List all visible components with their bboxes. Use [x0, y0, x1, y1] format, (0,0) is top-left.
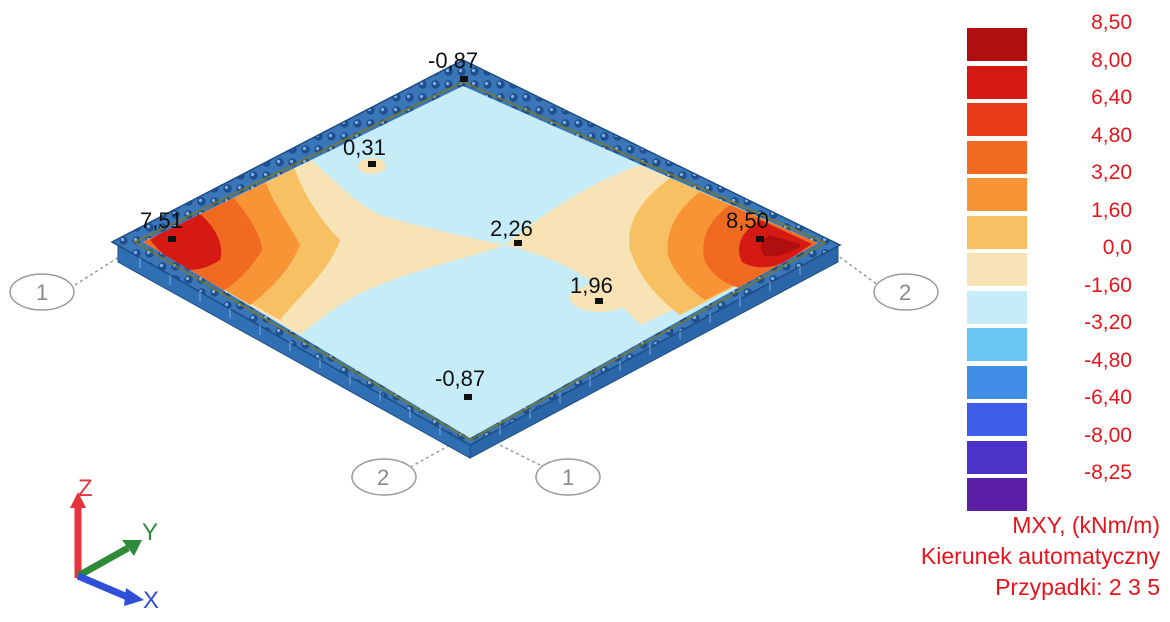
legend-swatch	[967, 65, 1027, 99]
legend-swatch	[967, 28, 1027, 61]
legend-item: 3,20	[962, 162, 1162, 216]
axis-label-x: X	[143, 587, 159, 614]
legend-item: 8,50	[962, 12, 1162, 66]
value-label-left: 7,51	[140, 208, 183, 233]
plate-outline	[133, 81, 827, 441]
value-labels: -0,87 0,31 7,51 2,26 8,50 1,96 -0,87	[140, 48, 769, 391]
legend-item: 0,0	[962, 237, 1162, 291]
legend-item: -6,40	[962, 387, 1162, 441]
svg-text:2: 2	[899, 280, 911, 305]
value-label-top: -0,87	[428, 48, 478, 73]
color-legend: 8,50 8,00 6,40 4,80 3,20 1,60 0,0 -1,60 -3,20 -4,…	[962, 12, 1162, 516]
svg-text:2: 2	[377, 465, 389, 490]
cases-label: Przypadki: 2 3 5	[995, 574, 1160, 600]
legend-label: 0,0	[1102, 236, 1132, 259]
legend-label: 4,80	[1091, 123, 1132, 147]
legend-swatch	[967, 328, 1027, 361]
legend-swatch	[967, 178, 1027, 211]
legend-item: -3,20	[962, 312, 1162, 366]
legend-label: -1,60	[1084, 273, 1132, 297]
grid-bubble-left	[9, 273, 75, 311]
legend-item: -4,80	[962, 349, 1162, 404]
legend-item: 4,80	[962, 124, 1162, 179]
value-label-right: 8,50	[726, 208, 769, 233]
legend-label: -8,00	[1084, 423, 1132, 447]
svg-text:1: 1	[562, 465, 574, 490]
legend-item: -1,60	[962, 274, 1162, 329]
axis-label-y: Y	[142, 519, 158, 546]
axis-label-z: Z	[78, 475, 93, 502]
legend-label: 1,60	[1091, 198, 1132, 222]
legend-label: 8,50	[1091, 11, 1132, 34]
legend-label: -6,40	[1084, 386, 1132, 409]
grid-bubble-right	[873, 273, 939, 311]
legend-swatch	[967, 478, 1027, 511]
grid-bubble-bottom-right	[535, 458, 601, 496]
grid-bubbles: 1 2 2 1	[9, 273, 939, 496]
contour-map	[143, 86, 818, 438]
legend-item: 1,60	[962, 199, 1162, 254]
legend-label: -8,25	[1084, 461, 1132, 484]
value-label-center: 2,26	[490, 216, 533, 241]
legend-swatch	[967, 140, 1027, 174]
result-info: MXY, (kNm/m) Kierunek automatyczny Przyp…	[921, 510, 1160, 603]
value-label-bottom: -0,87	[435, 366, 485, 391]
legend-swatch	[967, 290, 1027, 324]
legend-item: -8,00	[962, 424, 1162, 479]
grid-bubble-bottom-left	[351, 458, 417, 496]
value-label-lower: 1,96	[570, 273, 613, 298]
svg-text:1: 1	[36, 280, 48, 305]
legend-label: -3,20	[1084, 311, 1132, 334]
legend-label: -4,80	[1084, 348, 1132, 372]
legend-item: 6,40	[962, 87, 1162, 141]
legend-swatch	[967, 440, 1027, 474]
value-markers	[168, 76, 764, 400]
legend-swatch	[967, 253, 1027, 286]
value-label-inner: 0,31	[343, 135, 386, 160]
quantity-label: MXY, (kNm/m)	[1012, 512, 1160, 538]
legend-item: -8,25	[962, 462, 1162, 516]
legend-label: 8,00	[1091, 48, 1132, 72]
legend-swatch	[967, 365, 1027, 399]
direction-label: Kierunek automatyczny	[920, 543, 1160, 569]
legend-item: 8,00	[962, 49, 1162, 104]
legend-label: 3,20	[1091, 161, 1132, 184]
legend-swatch	[967, 103, 1027, 136]
legend-swatch	[967, 403, 1027, 436]
axis-triad: Z Y X	[70, 475, 159, 614]
legend-swatch	[967, 215, 1027, 249]
legend-label: 6,40	[1091, 86, 1132, 109]
